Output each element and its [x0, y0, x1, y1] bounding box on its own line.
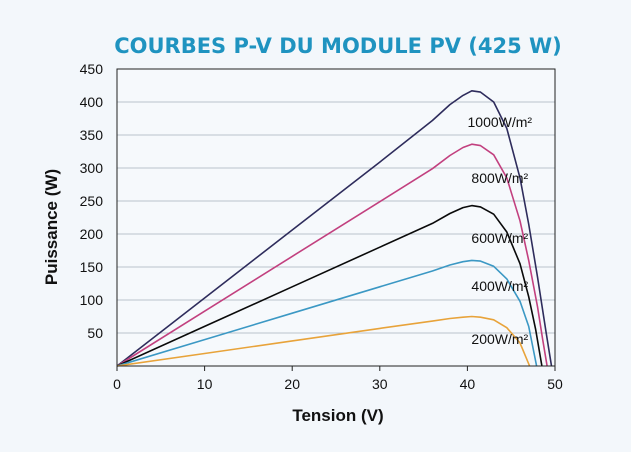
series-lines: [116, 90, 553, 367]
y-tick-label-400: 400: [80, 94, 104, 110]
y-axis-label: Puissance (W): [42, 169, 61, 285]
y-tick-label-450: 450: [80, 61, 104, 77]
axis-frame: [116, 68, 556, 367]
series-label-1: 800W/m²: [471, 170, 528, 186]
series-line-4: [116, 315, 531, 367]
x-tick-label-30: 30: [372, 376, 388, 392]
y-tick-label-300: 300: [80, 160, 104, 176]
y-tick-label-50: 50: [87, 325, 103, 341]
series-label-4: 200W/m²: [471, 331, 528, 347]
x-tick-label-20: 20: [284, 376, 300, 392]
x-axis-label: Tension (V): [292, 406, 383, 425]
y-tick-label-250: 250: [80, 193, 104, 209]
y-tick-label-200: 200: [80, 226, 104, 242]
y-tick-label-150: 150: [80, 259, 104, 275]
series-label-2: 600W/m²: [471, 230, 528, 246]
x-tick-label-40: 40: [460, 376, 476, 392]
series-label-3: 400W/m²: [471, 278, 528, 294]
y-tick-label-100: 100: [80, 292, 104, 308]
x-tick-label-0: 0: [113, 376, 121, 392]
series-line-3: [116, 259, 538, 367]
series-line-2: [116, 204, 543, 367]
y-tick-label-350: 350: [80, 127, 104, 143]
series-line-1: [116, 143, 548, 367]
x-tick-label-50: 50: [547, 376, 563, 392]
series-line-0: [116, 90, 553, 367]
axes: [116, 68, 556, 367]
series-labels: 1000W/m² 800W/m² 600W/m² 400W/m² 200W/m²: [468, 114, 533, 347]
chart-title: COURBES P-V DU MODULE PV (425 W): [114, 34, 562, 58]
tick-labels: 50 100 150 200 250 300 350 400 450 0 10 20 30 40 50: [80, 61, 563, 392]
plot-area: [117, 69, 555, 366]
x-tick-label-10: 10: [197, 376, 213, 392]
series-label-0: 1000W/m²: [468, 114, 533, 130]
